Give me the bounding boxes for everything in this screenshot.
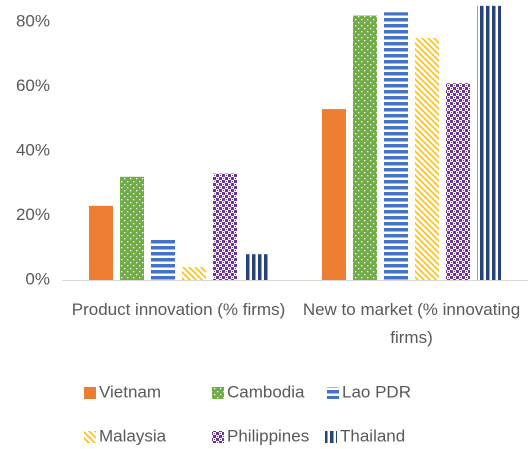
bar bbox=[213, 173, 237, 280]
y-tick-label: 80% bbox=[16, 11, 50, 30]
legend-swatch bbox=[212, 431, 224, 443]
bar bbox=[322, 109, 346, 280]
bar bbox=[151, 238, 175, 280]
y-tick-label: 0% bbox=[25, 269, 50, 288]
legend-swatch bbox=[327, 387, 339, 399]
legend-label: Vietnam bbox=[99, 382, 161, 401]
bar bbox=[477, 5, 501, 280]
legend-label: Malaysia bbox=[99, 426, 167, 445]
bar bbox=[353, 15, 377, 281]
y-tick-label: 60% bbox=[16, 76, 50, 95]
legend-label: Philippines bbox=[227, 426, 309, 445]
legend-swatch bbox=[84, 431, 96, 443]
y-tick-label: 40% bbox=[16, 140, 50, 159]
bar bbox=[89, 205, 113, 280]
y-tick-label: 20% bbox=[16, 205, 50, 224]
x-tick-label: Product innovation (% firms) bbox=[71, 300, 286, 319]
legend-label: Cambodia bbox=[227, 382, 305, 401]
legend-swatch bbox=[84, 387, 96, 399]
bar bbox=[446, 83, 470, 281]
bar bbox=[384, 12, 408, 280]
bar bbox=[120, 176, 144, 280]
legend-label: Lao PDR bbox=[342, 382, 411, 401]
bar bbox=[244, 254, 268, 280]
bar bbox=[415, 38, 439, 280]
legend-swatch bbox=[325, 431, 337, 443]
legend-label: Thailand bbox=[340, 426, 405, 445]
x-tick-label: New to market (% innovating firms) bbox=[302, 300, 521, 347]
legend-swatch bbox=[212, 387, 224, 399]
bar bbox=[182, 267, 206, 280]
